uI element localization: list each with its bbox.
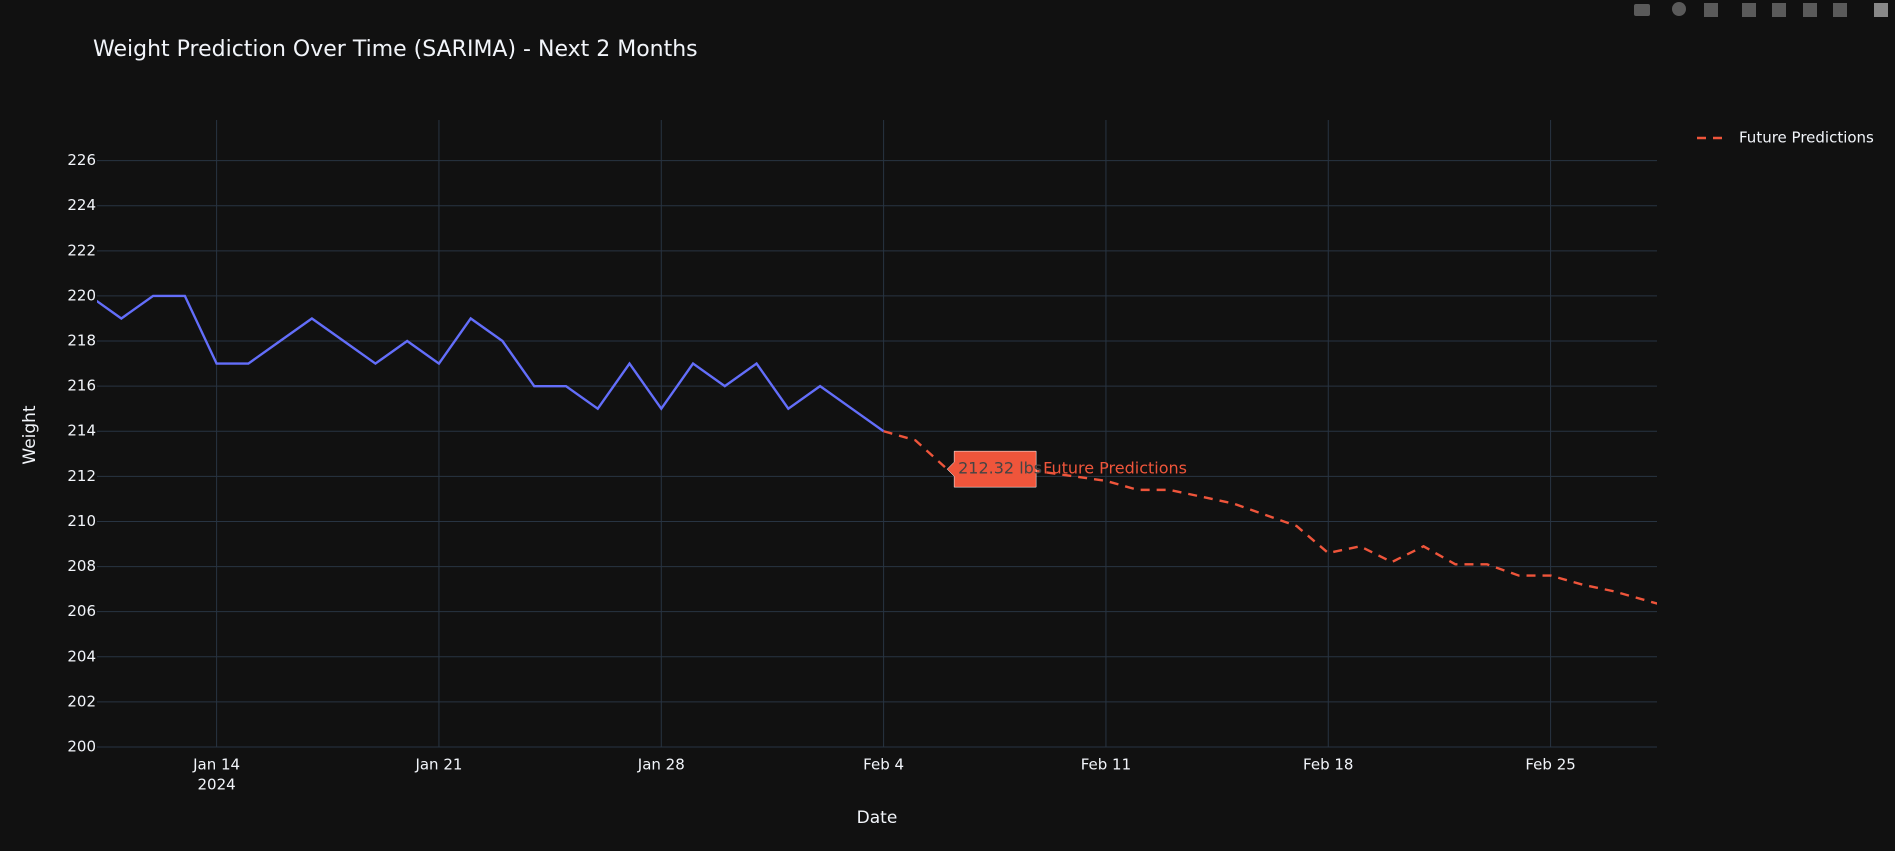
x-tick-label: Feb 4 bbox=[863, 756, 904, 774]
y-tick-label: 218 bbox=[67, 332, 96, 350]
camera-icon[interactable] bbox=[1634, 4, 1650, 16]
hover-box bbox=[946, 450, 1037, 488]
reset-icon[interactable] bbox=[1833, 3, 1847, 17]
x-tick-label: Feb 18 bbox=[1303, 756, 1353, 774]
x-tick-label: Feb 11 bbox=[1081, 756, 1131, 774]
zoom-out-icon[interactable] bbox=[1772, 3, 1786, 17]
hover-value: 212.32 lbs bbox=[958, 459, 1042, 478]
y-tick-label: 212 bbox=[67, 467, 96, 485]
x-tick-year: 2024 bbox=[198, 776, 236, 794]
y-tick-label: 220 bbox=[67, 286, 96, 304]
y-tick-label: 202 bbox=[67, 692, 96, 710]
y-tick-label: 216 bbox=[67, 377, 96, 395]
x-tick-label: Jan 14 bbox=[192, 756, 240, 774]
grid bbox=[97, 120, 1657, 748]
y-tick-label: 210 bbox=[67, 512, 96, 530]
y-tick-label: 222 bbox=[67, 241, 96, 259]
y-tick-label: 226 bbox=[67, 151, 96, 169]
chart-title: Weight Prediction Over Time (SARIMA) - N… bbox=[93, 37, 698, 62]
zoom-icon[interactable] bbox=[1672, 2, 1686, 16]
pan-icon[interactable] bbox=[1704, 3, 1718, 17]
plotly-logo[interactable] bbox=[1874, 3, 1888, 17]
toolbar[interactable] bbox=[1634, 2, 1888, 17]
hover-series: Future Predictions bbox=[1043, 459, 1187, 478]
y-tick-label: 214 bbox=[67, 422, 96, 440]
legend-label: Future Predictions bbox=[1739, 129, 1874, 147]
y-tick-label: 224 bbox=[67, 196, 96, 214]
x-tick-label: Jan 21 bbox=[414, 756, 462, 774]
autoscale-icon[interactable] bbox=[1803, 3, 1817, 17]
y-tick-label: 208 bbox=[67, 557, 96, 575]
x-tick-label: Feb 25 bbox=[1525, 756, 1575, 774]
y-tick-label: 200 bbox=[67, 738, 96, 756]
x-axis-title: Date bbox=[857, 808, 898, 828]
y-axis-title: Weight bbox=[20, 405, 40, 465]
x-tick-label: Jan 28 bbox=[637, 756, 685, 774]
zoom-in-icon[interactable] bbox=[1742, 3, 1756, 17]
y-tick-label: 206 bbox=[67, 602, 96, 620]
y-tick-label: 204 bbox=[67, 647, 96, 665]
series-line bbox=[97, 294, 885, 433]
